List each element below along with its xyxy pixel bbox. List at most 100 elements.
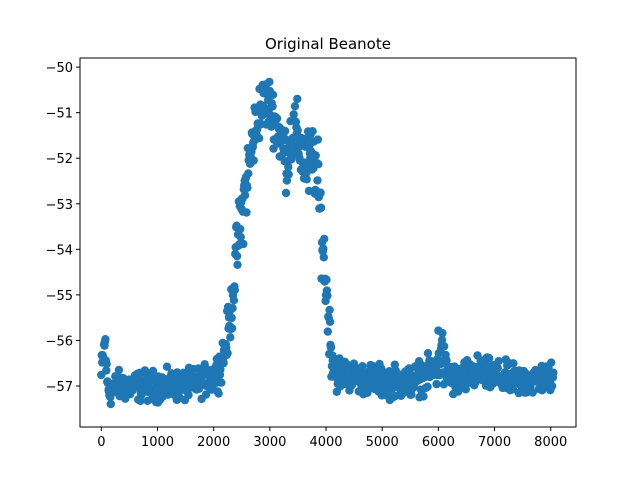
data-point: [243, 183, 252, 192]
data-point: [239, 239, 248, 249]
data-point: [184, 390, 193, 400]
data-point: [325, 305, 334, 315]
y-axis: −57 −56 −55 −54 −53 −52 −51 −50: [46, 61, 80, 395]
data-point: [236, 224, 245, 234]
data-point: [528, 388, 537, 397]
data-point: [102, 359, 111, 368]
data-point: [272, 114, 282, 123]
data-point: [314, 160, 323, 169]
x-tick-label: 6000: [422, 435, 455, 450]
data-point: [485, 354, 494, 363]
data-point: [240, 191, 250, 200]
x-tick-label: 0: [97, 435, 105, 450]
data-point: [219, 358, 228, 368]
data-point: [106, 399, 116, 409]
y-tick-label: −50: [46, 61, 73, 76]
data-point: [316, 188, 325, 197]
chart-title: Original Beanote: [265, 35, 391, 53]
data-point: [326, 343, 336, 352]
data-point: [549, 368, 558, 377]
data-points: [97, 77, 558, 409]
data-point: [439, 380, 448, 389]
data-point: [423, 349, 433, 358]
data-point: [162, 362, 172, 371]
x-axis: 0 1000 2000 3000 4000 5000 6000 7000 8000: [97, 427, 567, 450]
data-point: [323, 291, 332, 300]
data-point: [313, 176, 322, 185]
data-point: [254, 134, 264, 143]
data-point: [265, 77, 274, 87]
data-point: [232, 251, 242, 261]
data-point: [201, 390, 211, 399]
data-point: [322, 275, 331, 284]
data-point: [290, 102, 300, 111]
data-point: [102, 366, 111, 375]
data-point: [302, 175, 311, 184]
x-tick-label: 7000: [478, 435, 511, 450]
data-point: [358, 362, 367, 371]
data-point: [249, 156, 258, 165]
data-point: [423, 382, 432, 391]
data-point: [494, 357, 503, 366]
data-point: [281, 188, 291, 198]
data-point: [547, 358, 556, 367]
data-point: [268, 102, 277, 111]
x-tick-label: 1000: [141, 435, 174, 450]
y-tick-label: −57: [46, 380, 73, 395]
data-point: [216, 365, 225, 374]
data-point: [230, 285, 239, 295]
x-tick-label: 2000: [197, 435, 230, 450]
x-tick-label: 8000: [534, 435, 567, 450]
data-point: [233, 260, 242, 269]
data-point: [223, 349, 232, 358]
data-point: [432, 379, 441, 389]
data-point: [547, 381, 557, 391]
data-point: [311, 151, 320, 160]
data-point: [227, 313, 236, 323]
data-point: [101, 335, 110, 344]
data-point: [284, 162, 293, 172]
y-tick-label: −56: [46, 334, 73, 349]
data-point: [143, 396, 152, 405]
data-point: [226, 333, 235, 342]
data-point: [268, 90, 278, 100]
y-tick-label: −51: [46, 107, 73, 122]
data-point: [313, 135, 323, 144]
data-point: [214, 389, 223, 398]
data-point: [148, 366, 158, 376]
data-point: [308, 127, 317, 136]
data-point: [325, 317, 335, 326]
data-point: [227, 324, 237, 333]
data-point: [440, 342, 449, 351]
data-point: [438, 328, 447, 338]
data-point: [293, 126, 302, 135]
y-tick-label: −54: [46, 243, 73, 258]
data-point: [316, 203, 326, 212]
data-point: [244, 169, 253, 178]
data-point: [509, 359, 518, 368]
data-point: [320, 234, 329, 244]
data-point: [217, 378, 226, 387]
data-point: [229, 296, 239, 305]
data-point: [461, 385, 470, 394]
y-tick-label: −53: [46, 198, 73, 213]
data-point: [419, 392, 428, 401]
data-point: [319, 244, 328, 253]
data-point: [442, 356, 451, 365]
data-point: [236, 232, 245, 242]
data-point: [323, 327, 332, 336]
x-tick-label: 3000: [253, 435, 286, 450]
data-point: [293, 94, 302, 104]
plot-frame: [79, 57, 577, 428]
y-tick-label: −52: [46, 152, 73, 167]
data-point: [114, 365, 124, 375]
data-point: [289, 110, 298, 119]
x-tick-label: 4000: [309, 435, 342, 450]
x-tick-label: 5000: [366, 435, 399, 450]
data-point: [280, 126, 290, 136]
data-point: [228, 304, 237, 313]
data-point: [493, 363, 502, 373]
data-point: [284, 170, 293, 179]
data-point: [242, 208, 251, 217]
